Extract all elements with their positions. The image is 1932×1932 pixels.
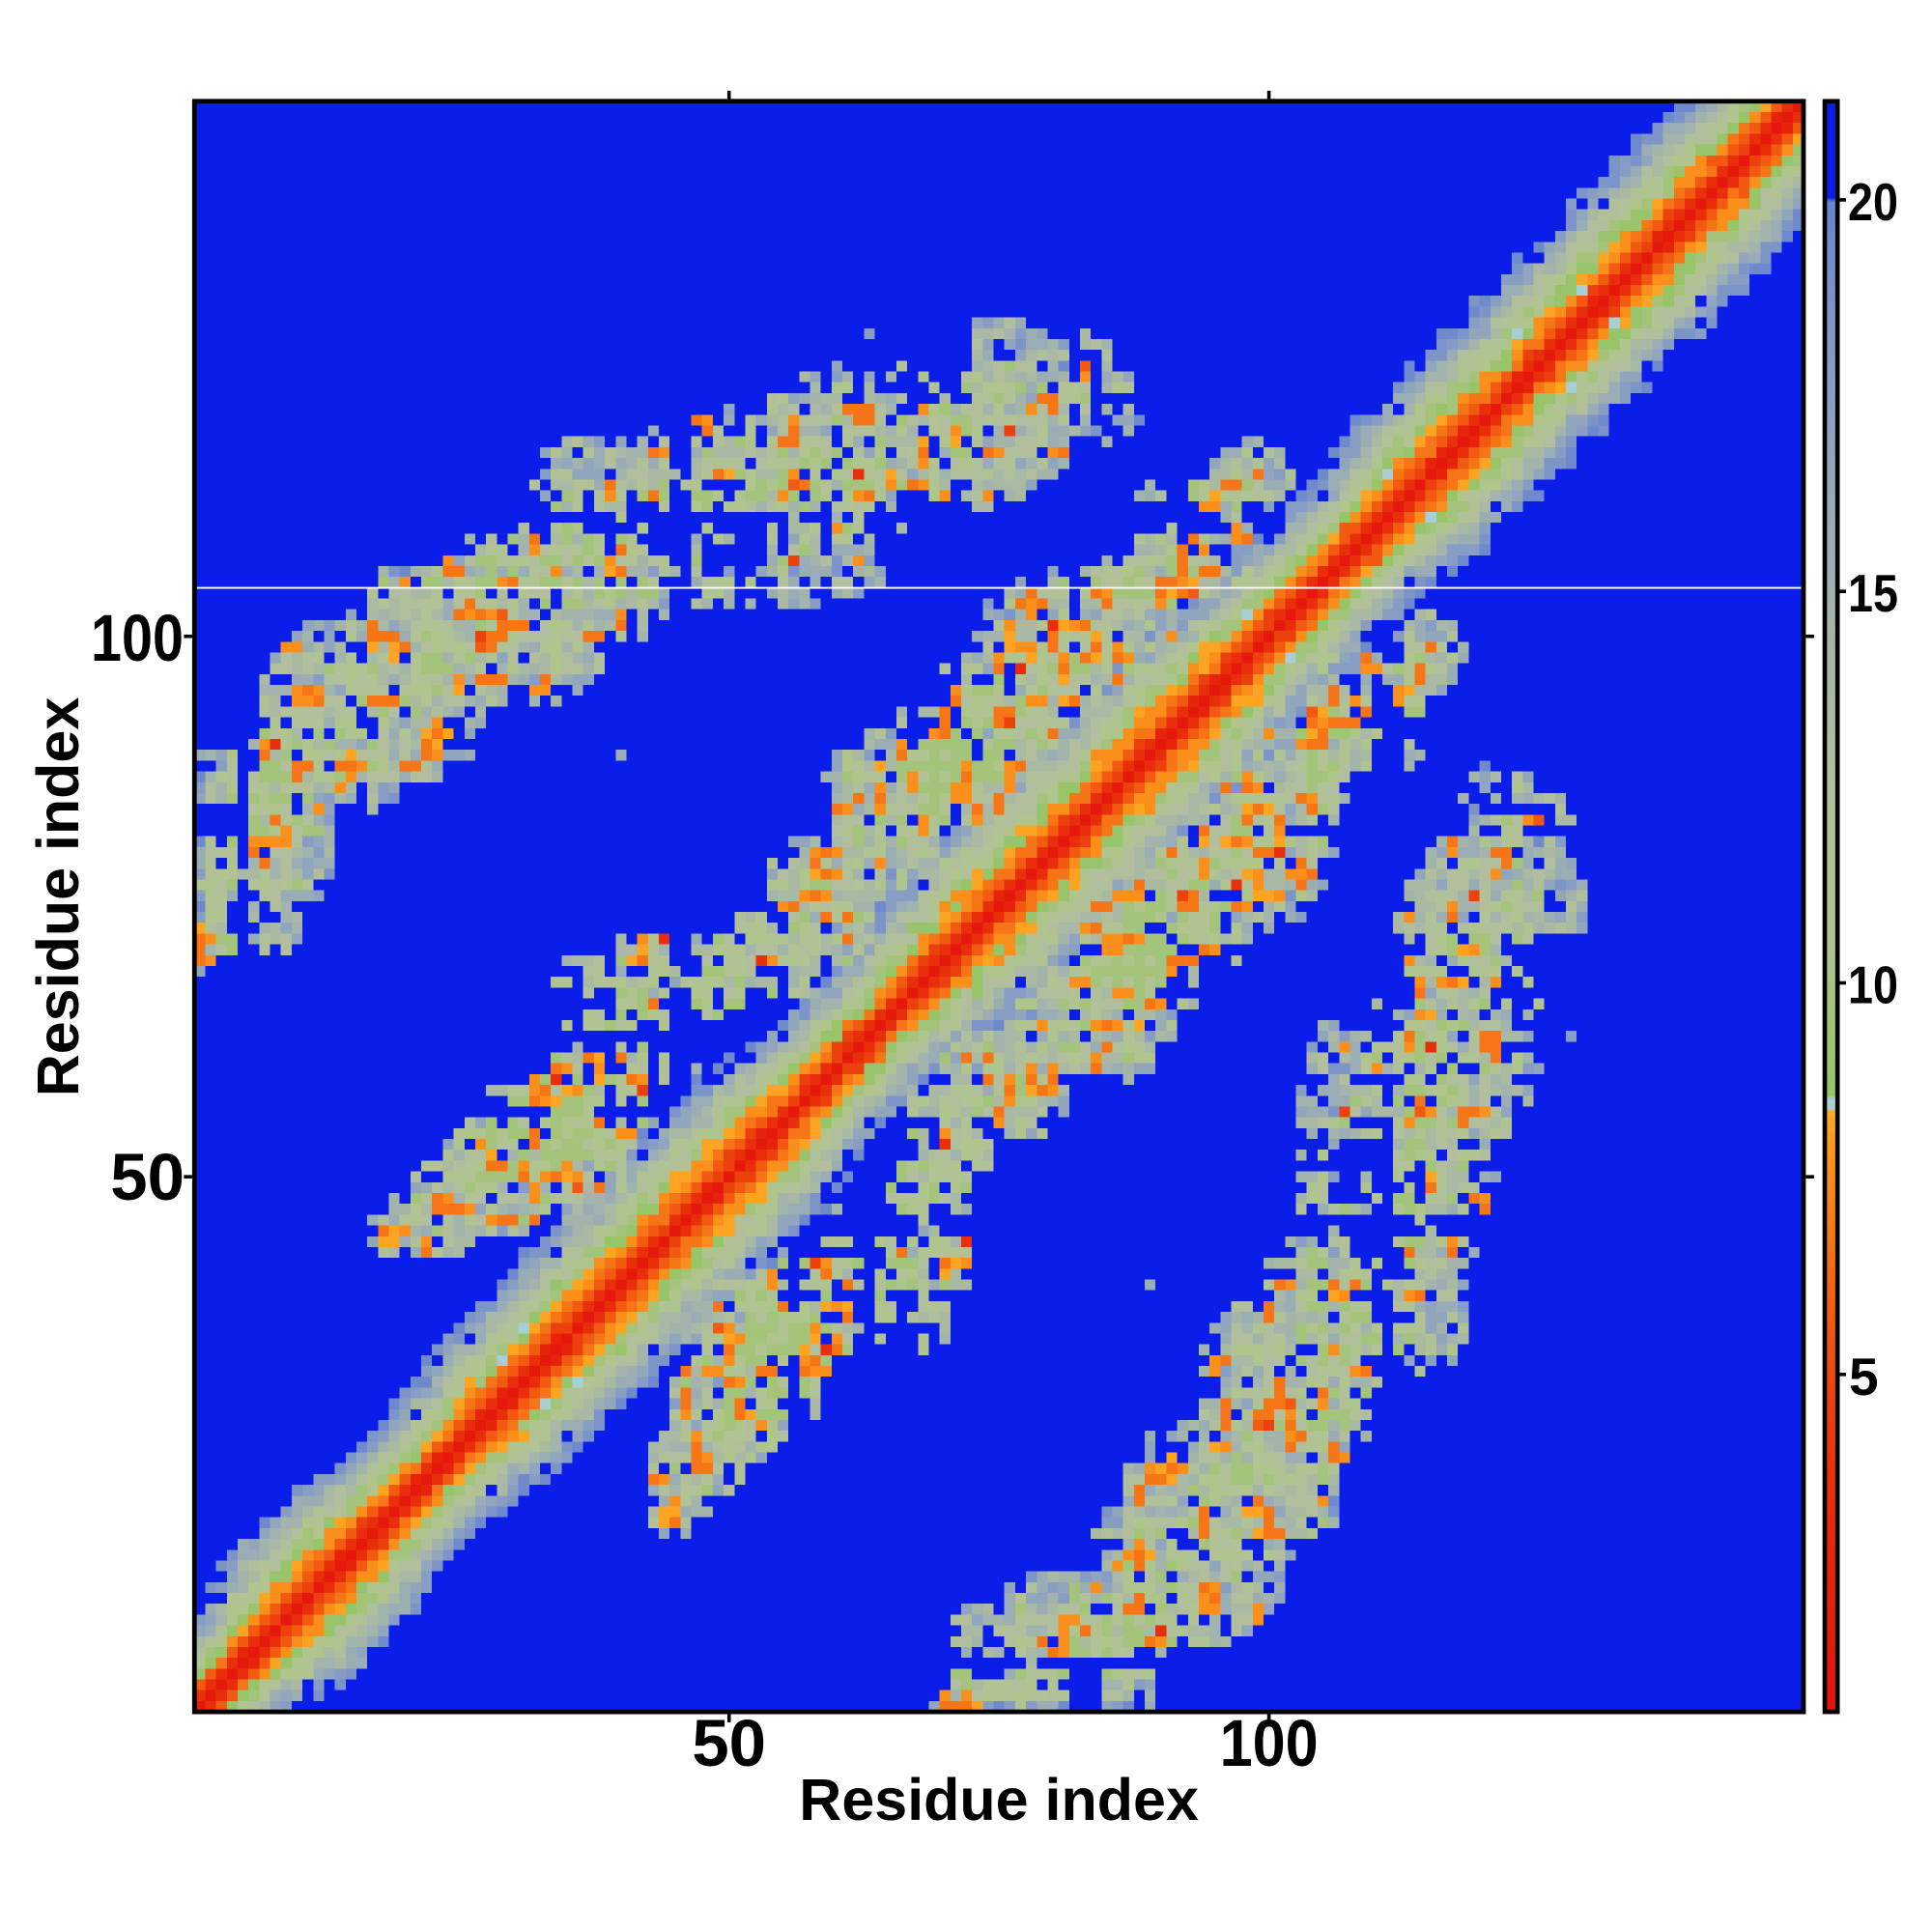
svg-text:20: 20 [1848, 172, 1898, 232]
svg-text:10: 10 [1848, 955, 1898, 1015]
svg-text:100: 100 [91, 601, 184, 675]
svg-text:50: 50 [110, 1140, 185, 1214]
svg-text:50: 50 [692, 1706, 766, 1780]
svg-text:100: 100 [1220, 1706, 1319, 1780]
svg-text:5: 5 [1849, 1347, 1879, 1406]
svg-text:Residue index: Residue index [25, 697, 91, 1097]
svg-text:15: 15 [1848, 563, 1898, 623]
svg-text:Residue index: Residue index [799, 1767, 1199, 1833]
